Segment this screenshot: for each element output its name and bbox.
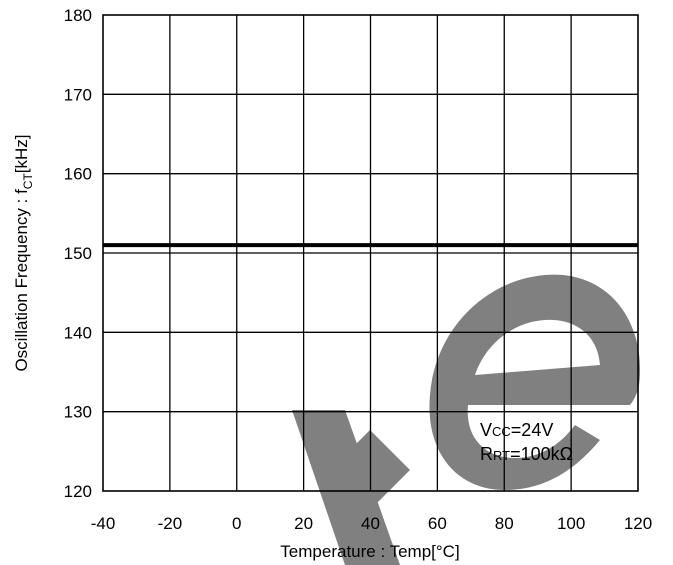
x-tick-label: 120	[624, 514, 652, 533]
condition-vcc: VCC=24V	[480, 420, 553, 440]
conditions-box: VCC=24V RRT=100kΩ	[480, 420, 573, 464]
x-tick-label: 0	[232, 514, 241, 533]
y-tick-labels: 120 130 140 150 160 170 180	[64, 6, 92, 501]
watermark	[292, 274, 640, 565]
y-tick-label: 150	[64, 244, 92, 263]
x-axis-title: Temperature : Temp[°C]	[280, 542, 459, 561]
x-tick-label: 20	[294, 514, 313, 533]
x-tick-label: 40	[361, 514, 380, 533]
horizontal-gridlines	[103, 93, 638, 413]
x-tick-label: 60	[428, 514, 447, 533]
y-tick-label: 170	[64, 85, 92, 104]
watermark-stroke-diagonal	[292, 410, 400, 565]
x-tick-label: -40	[91, 514, 116, 533]
x-tick-label: -20	[158, 514, 183, 533]
watermark-letter-e	[429, 274, 640, 490]
x-tick-label: 80	[495, 514, 514, 533]
condition-rrt: RRT=100kΩ	[480, 444, 573, 464]
x-tick-label: 100	[557, 514, 585, 533]
x-tick-labels: -40 -20 0 20 40 60 80 100 120	[91, 514, 652, 533]
y-tick-label: 160	[64, 165, 92, 184]
y-axis-title: Oscillation Frequency : fCT[kHz]	[12, 134, 35, 371]
y-tick-label: 140	[64, 323, 92, 342]
y-tick-label: 120	[64, 482, 92, 501]
y-tick-label: 130	[64, 403, 92, 422]
y-tick-label: 180	[64, 6, 92, 25]
